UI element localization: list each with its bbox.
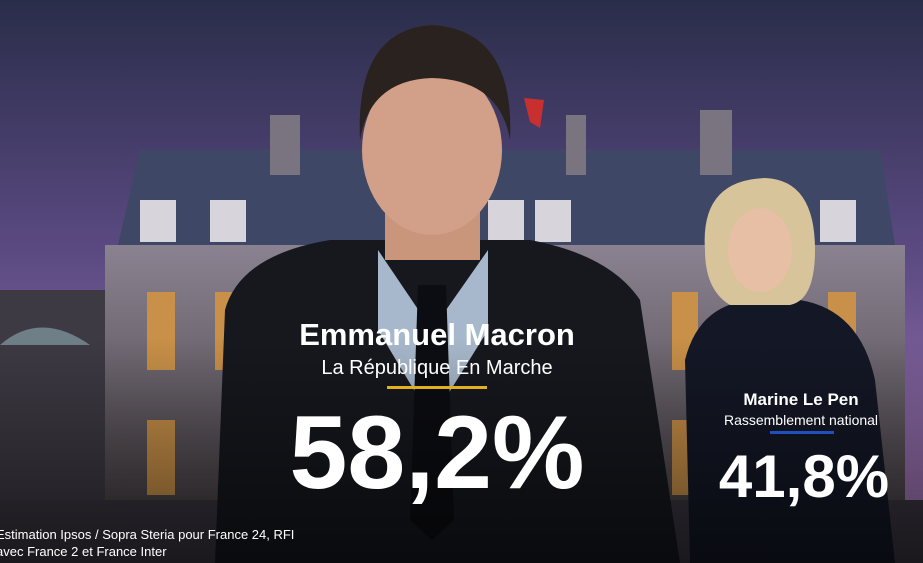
winner-underline <box>387 386 487 389</box>
runner-up-name: Marine Le Pen <box>743 390 858 409</box>
source-line: Estimation Ipsos / Sopra Steria pour Fra… <box>0 527 294 542</box>
runner-up-result: 41,8% <box>719 443 889 510</box>
winner-name: Emmanuel Macron <box>299 317 575 352</box>
winner-party: La République En Marche <box>321 357 552 379</box>
source-line: avec France 2 et France Inter <box>0 544 167 559</box>
winner-result: 58,2% <box>290 395 585 511</box>
runner-up-party: Rassemblement national <box>724 412 878 428</box>
runner-up-underline <box>770 431 834 434</box>
